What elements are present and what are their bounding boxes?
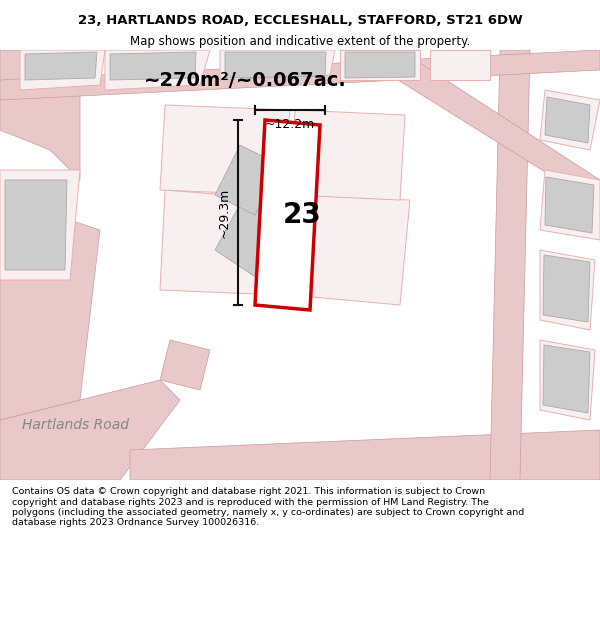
Polygon shape [225, 52, 326, 78]
Polygon shape [345, 52, 415, 78]
Polygon shape [130, 430, 600, 480]
Text: 23, HARTLANDS ROAD, ECCLESHALL, STAFFORD, ST21 6DW: 23, HARTLANDS ROAD, ECCLESHALL, STAFFORD… [77, 14, 523, 27]
Polygon shape [430, 50, 490, 80]
Text: ~12.2m: ~12.2m [265, 118, 315, 131]
Polygon shape [540, 340, 595, 420]
Polygon shape [545, 97, 590, 143]
Polygon shape [0, 380, 180, 480]
Polygon shape [490, 50, 530, 480]
Polygon shape [160, 340, 210, 390]
Polygon shape [290, 110, 405, 200]
Polygon shape [290, 195, 410, 305]
Text: Map shows position and indicative extent of the property.: Map shows position and indicative extent… [130, 35, 470, 48]
Polygon shape [25, 52, 97, 80]
Polygon shape [160, 190, 290, 295]
Text: Hartlands Road: Hartlands Road [22, 418, 128, 432]
Text: 23: 23 [283, 201, 322, 229]
Text: ~29.3m: ~29.3m [218, 188, 230, 238]
Polygon shape [540, 250, 595, 330]
Polygon shape [215, 195, 290, 280]
Polygon shape [540, 170, 600, 240]
Polygon shape [540, 90, 600, 150]
Polygon shape [0, 220, 100, 420]
Polygon shape [543, 345, 590, 413]
Polygon shape [110, 52, 196, 80]
Polygon shape [0, 170, 80, 280]
Polygon shape [215, 145, 280, 215]
Polygon shape [220, 50, 335, 80]
Polygon shape [543, 255, 590, 322]
Polygon shape [0, 50, 80, 180]
Polygon shape [5, 180, 67, 270]
Polygon shape [350, 50, 600, 200]
Polygon shape [20, 50, 105, 90]
Polygon shape [545, 177, 594, 233]
Text: Contains OS data © Crown copyright and database right 2021. This information is : Contains OS data © Crown copyright and d… [12, 488, 524, 528]
Polygon shape [255, 120, 320, 310]
Polygon shape [340, 50, 420, 80]
Polygon shape [0, 50, 600, 100]
Polygon shape [160, 105, 290, 195]
Text: ~270m²/~0.067ac.: ~270m²/~0.067ac. [143, 71, 346, 89]
Polygon shape [105, 50, 210, 90]
